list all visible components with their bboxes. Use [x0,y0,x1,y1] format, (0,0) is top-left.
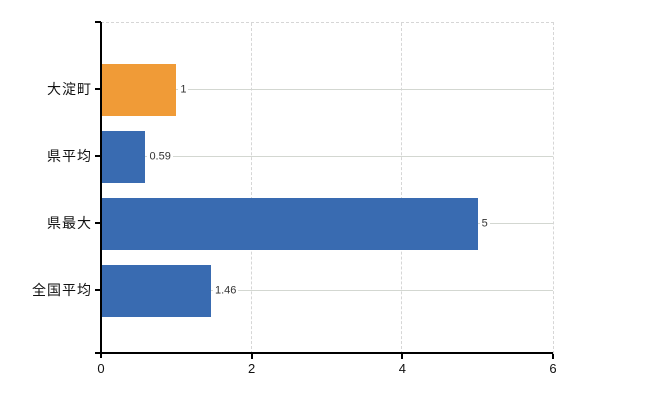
vertical-gridline [250,23,252,354]
y-axis-line [100,22,102,358]
x-tick-label: 2 [248,361,256,376]
bar-value-label: 1 [178,82,189,97]
x-tick [401,354,404,359]
y-axis-top-tick [95,21,101,23]
horizontal-gridline [101,156,553,157]
y-tick [95,221,101,224]
bar-value-label: 5 [479,216,490,231]
x-tick-label: 6 [549,361,557,376]
vertical-gridline [401,23,403,354]
x-axis-line [95,352,553,354]
y-tick [95,154,101,157]
bar [101,63,177,116]
y-tick [95,288,101,291]
horizontal-gridline [101,290,553,291]
category-label: 県平均 [47,147,92,164]
y-tick [95,87,101,90]
bar-value-label: 0.59 [147,149,173,164]
category-label: 全国平均 [32,281,92,298]
horizontal-gridline [101,89,553,90]
plot-area: 1 0.59 5 1.46 [101,22,554,354]
x-tick [552,354,554,359]
x-tick [250,354,253,359]
x-tick-label: 0 [97,361,105,376]
category-label: 県最大 [47,214,92,231]
bar [101,197,478,250]
x-tick-label: 4 [398,361,406,376]
bar [101,130,146,183]
category-label: 大淀町 [47,80,92,97]
bar [101,264,211,317]
bar-value-label: 1.46 [212,283,239,298]
